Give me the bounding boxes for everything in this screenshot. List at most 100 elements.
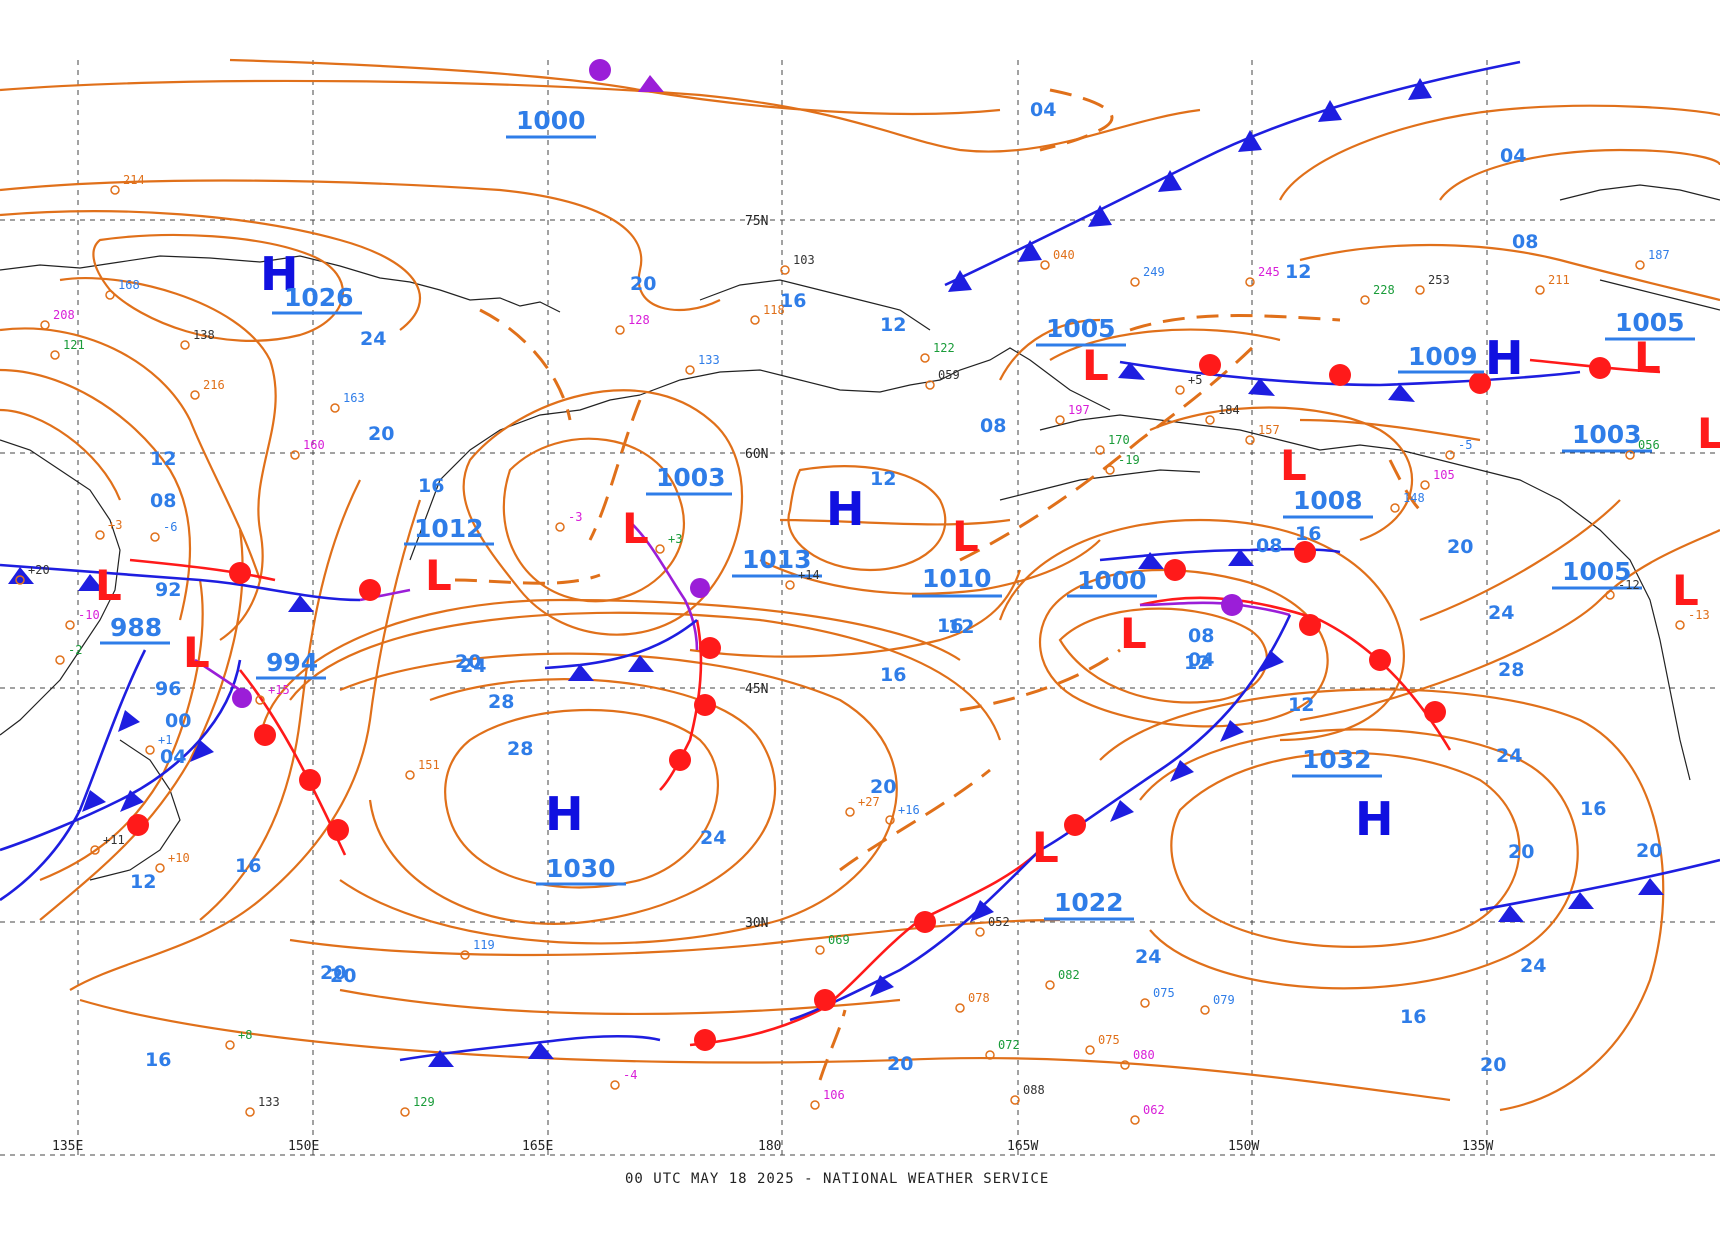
station-marker [245, 1107, 255, 1117]
station-value: 052 [988, 915, 1010, 929]
station-value: 075 [1153, 986, 1175, 1000]
low-value-3: 1012 [414, 514, 484, 543]
isobar-label: 24 [460, 655, 486, 677]
high-center-h-3: H [826, 482, 865, 536]
isobar-label: 04 [1030, 99, 1056, 121]
station-marker [845, 807, 855, 817]
station-value: 157 [1258, 423, 1280, 437]
isobar-label: 08 [980, 415, 1006, 437]
isobar-label: 12 [880, 314, 906, 336]
lon-label-165w: 165W [1007, 1139, 1038, 1154]
station-value: +15 [268, 683, 290, 697]
station-marker [815, 945, 825, 955]
lon-label-180: 180 [758, 1139, 781, 1154]
isobar-label: 20 [870, 776, 896, 798]
station-marker [925, 380, 935, 390]
station-marker [1605, 590, 1615, 600]
isobar-label: 16 [235, 855, 261, 877]
lon-label-150w: 150W [1228, 1139, 1259, 1154]
isobar-label: 20 [1480, 1054, 1506, 1076]
isobar-label: 12 [870, 468, 896, 490]
isobar-label: 04 [160, 746, 186, 768]
low-value-1: 988 [110, 613, 162, 642]
station-marker [330, 403, 340, 413]
isobar-label: 16 [1580, 798, 1606, 820]
station-marker [1635, 260, 1645, 270]
center-value-1000: 1000 [516, 106, 586, 135]
station-marker [1045, 980, 1055, 990]
station-value: 170 [1108, 433, 1130, 447]
isobar-label: 24 [360, 328, 386, 350]
low-center-l-10: L [1634, 333, 1661, 382]
isobar-label: 24 [1520, 955, 1546, 977]
station-value: 078 [968, 991, 990, 1005]
high-value-4: 1032 [1302, 745, 1372, 774]
station-marker [1200, 1005, 1210, 1015]
station-value: 079 [1213, 993, 1235, 1007]
isobar-label: 16 [880, 664, 906, 686]
station-marker [105, 290, 115, 300]
station-value: 197 [1068, 403, 1090, 417]
station-marker [90, 845, 100, 855]
station-marker [1085, 1045, 1095, 1055]
fronts [0, 60, 1720, 1062]
low-center-l-8: L [1280, 441, 1307, 490]
low-center-l-2: L [183, 628, 210, 677]
high-value-1: 1026 [284, 283, 354, 312]
station-marker [65, 620, 75, 630]
station-value: 075 [1098, 1033, 1120, 1047]
isobar-label: 28 [488, 691, 514, 713]
station-marker [290, 450, 300, 460]
isobar-label: 92 [155, 579, 181, 601]
lon-label-165e: 165E [522, 1139, 553, 1154]
station-value: -13 [1688, 608, 1710, 622]
station-value: 059 [938, 368, 960, 382]
low-value-5: 1010 [922, 564, 992, 593]
low-value-6: 1000 [1077, 566, 1147, 595]
low-center-l-7: L [1082, 341, 1109, 390]
high-value-2: 1030 [546, 854, 616, 883]
isobar-label: 16 [1295, 523, 1321, 545]
isobar-label: 08 [1188, 625, 1214, 647]
low-center-l-9: L [1032, 823, 1059, 872]
isobar-label: 20 [455, 651, 481, 673]
isobar-label: 00 [165, 710, 191, 732]
station-marker [780, 265, 790, 275]
troughs [454, 88, 1422, 1081]
station-marker [180, 340, 190, 350]
station-marker [1445, 450, 1455, 460]
station-marker [1055, 415, 1065, 425]
low-value-4: 1003 [656, 463, 726, 492]
station-value: +8 [238, 1028, 252, 1042]
low-center-l-3: L [425, 551, 452, 600]
station-marker [15, 575, 25, 585]
station-marker [885, 815, 895, 825]
low-center-l-11: L [1697, 409, 1720, 458]
high-center-h-2: H [545, 787, 584, 841]
station-value: -2 [68, 643, 82, 657]
lat-label-60n: 60N [745, 447, 768, 462]
station-value: 148 [1403, 491, 1425, 505]
station-value: 119 [473, 938, 495, 952]
station-value: +10 [168, 851, 190, 865]
isobar-label: 20 [1508, 841, 1534, 863]
station-value: +11 [103, 833, 125, 847]
isobar-label: 12 [150, 448, 176, 470]
low-center-l-12: L [1672, 566, 1699, 615]
station-marker [955, 1003, 965, 1013]
station-value: +20 [28, 563, 50, 577]
station-marker [975, 927, 985, 937]
low-center-l-5: L [952, 512, 979, 561]
station-marker [615, 325, 625, 335]
isobar-label: 08 [1256, 535, 1282, 557]
station-marker [405, 770, 415, 780]
station-value: 056 [1638, 438, 1660, 452]
station-marker [110, 185, 120, 195]
station-value: 208 [53, 308, 75, 322]
station-marker [1205, 415, 1215, 425]
station-value: +3 [108, 518, 122, 532]
station-marker [1245, 435, 1255, 445]
low-value-9: 1022 [1054, 888, 1124, 917]
low-value-12: 1005 [1562, 557, 1632, 586]
